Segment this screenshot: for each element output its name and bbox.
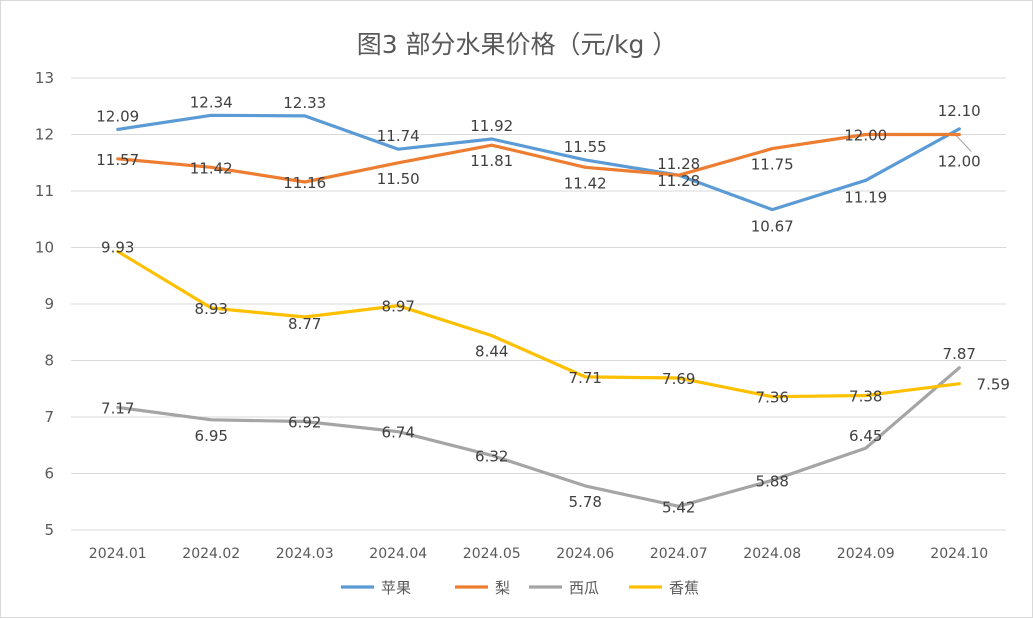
y-tick-label: 9 [44, 295, 54, 313]
data-label: 11.28 [657, 155, 700, 173]
data-label: 7.38 [849, 388, 882, 406]
data-label: 10.67 [751, 218, 794, 236]
data-label: 5.42 [662, 498, 695, 516]
y-tick-label: 6 [44, 465, 54, 483]
x-tick-label: 2024.09 [837, 546, 895, 562]
x-tick-label: 2024.08 [743, 546, 801, 562]
data-label: 7.71 [569, 369, 602, 387]
chart-title: 图3 部分水果价格（元/kg ） [357, 30, 678, 59]
grid-layer [71, 77, 1006, 531]
x-tick-label: 2024.02 [182, 546, 240, 562]
y-tick-label: 12 [35, 126, 54, 144]
data-label: 6.45 [849, 427, 882, 445]
series-line-2 [116, 132, 961, 184]
data-label: 11.92 [470, 117, 513, 135]
y-tick-label: 11 [35, 182, 54, 200]
data-label: 8.77 [288, 315, 321, 333]
data-label: 11.55 [564, 138, 607, 156]
data-label: 8.97 [382, 298, 415, 316]
data-label: 8.44 [475, 343, 508, 361]
data-label: 11.75 [751, 156, 794, 174]
x-tick-label: 2024.01 [89, 546, 147, 562]
line-layer [116, 113, 972, 508]
data-label: 11.74 [377, 127, 420, 145]
data-label: 7.59 [977, 376, 1010, 394]
legend-label: 西瓜 [569, 579, 599, 597]
series-line-3 [116, 366, 961, 508]
legend-label: 梨 [495, 579, 510, 597]
data-label: 11.16 [283, 174, 326, 192]
x-tick-label: 2024.10 [930, 546, 988, 562]
data-label: 8.93 [195, 300, 228, 318]
y-tick-label: 13 [35, 69, 54, 87]
label-leader-line [954, 134, 972, 152]
data-label: 9.93 [101, 238, 134, 256]
series-line-4 [116, 249, 961, 399]
data-label: 7.69 [662, 370, 695, 388]
legend-label: 香蕉 [669, 579, 699, 597]
data-label: 11.19 [844, 188, 887, 206]
data-label: 11.42 [190, 159, 233, 177]
x-tick-label: 2024.03 [276, 546, 334, 562]
data-label: 6.95 [195, 427, 228, 445]
data-label: 7.87 [943, 345, 976, 363]
data-label: 11.28 [657, 172, 700, 190]
y-tick-label: 8 [44, 352, 54, 370]
data-label: 11.50 [377, 170, 420, 188]
data-label: 5.78 [569, 493, 602, 511]
axis-layer: 5 6 7 8 9 10 11 12 13 2024.01 2024.02 2024.03 2024.0… [35, 69, 988, 562]
data-label: 12.10 [938, 102, 981, 120]
data-label: 6.32 [475, 447, 508, 465]
x-tick-label: 2024.04 [369, 546, 427, 562]
y-tick-label: 7 [44, 408, 54, 426]
x-tick-label: 2024.06 [556, 546, 614, 562]
data-label: 11.42 [564, 174, 607, 192]
data-label: 7.36 [756, 389, 789, 407]
data-label: 5.88 [756, 472, 789, 490]
y-tick-label: 5 [44, 521, 54, 539]
label-layer: 12.09 12.34 12.33 11.74 11.92 11.55 11.28 10.67… [96, 93, 1010, 516]
data-label: 12.33 [283, 94, 326, 112]
data-label: 6.92 [288, 414, 321, 432]
x-tick-label: 2024.05 [463, 546, 521, 562]
data-label: 12.09 [96, 107, 139, 125]
x-tick-label: 2024.07 [650, 546, 708, 562]
data-label: 7.17 [101, 399, 134, 417]
data-label: 6.74 [382, 424, 415, 442]
data-label: 12.00 [844, 127, 887, 145]
y-tick-label: 10 [35, 239, 54, 257]
data-label: 11.57 [96, 151, 139, 169]
data-label: 12.00 [938, 153, 981, 171]
series-line-1 [116, 113, 961, 212]
data-label: 11.81 [470, 152, 513, 170]
data-label: 12.34 [190, 93, 233, 111]
legend-label: 苹果 [381, 579, 411, 597]
legend: 苹果 梨 西瓜 香蕉 [341, 579, 699, 597]
